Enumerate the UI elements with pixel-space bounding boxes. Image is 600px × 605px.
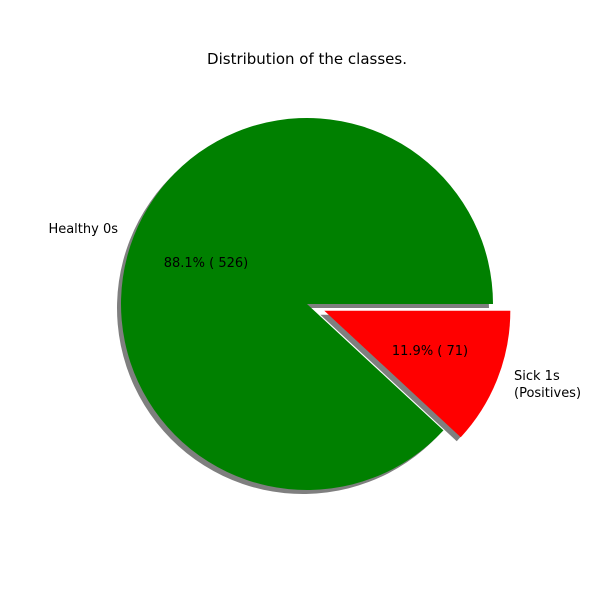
slice-label-healthy: Healthy 0s [48, 222, 118, 237]
pie-slice-1 [324, 310, 511, 438]
pie-slice-0 [121, 117, 493, 490]
slice-label-sick-line2: (Positives) [514, 386, 581, 401]
slice-pct-sick: 11.9% ( 71) [392, 344, 468, 359]
slice-pct-healthy: 88.1% ( 526) [164, 256, 249, 271]
pie-slices [121, 117, 511, 490]
slice-label-sick-line1: Sick 1s [514, 369, 560, 384]
chart-title: Distribution of the classes. [207, 50, 407, 68]
